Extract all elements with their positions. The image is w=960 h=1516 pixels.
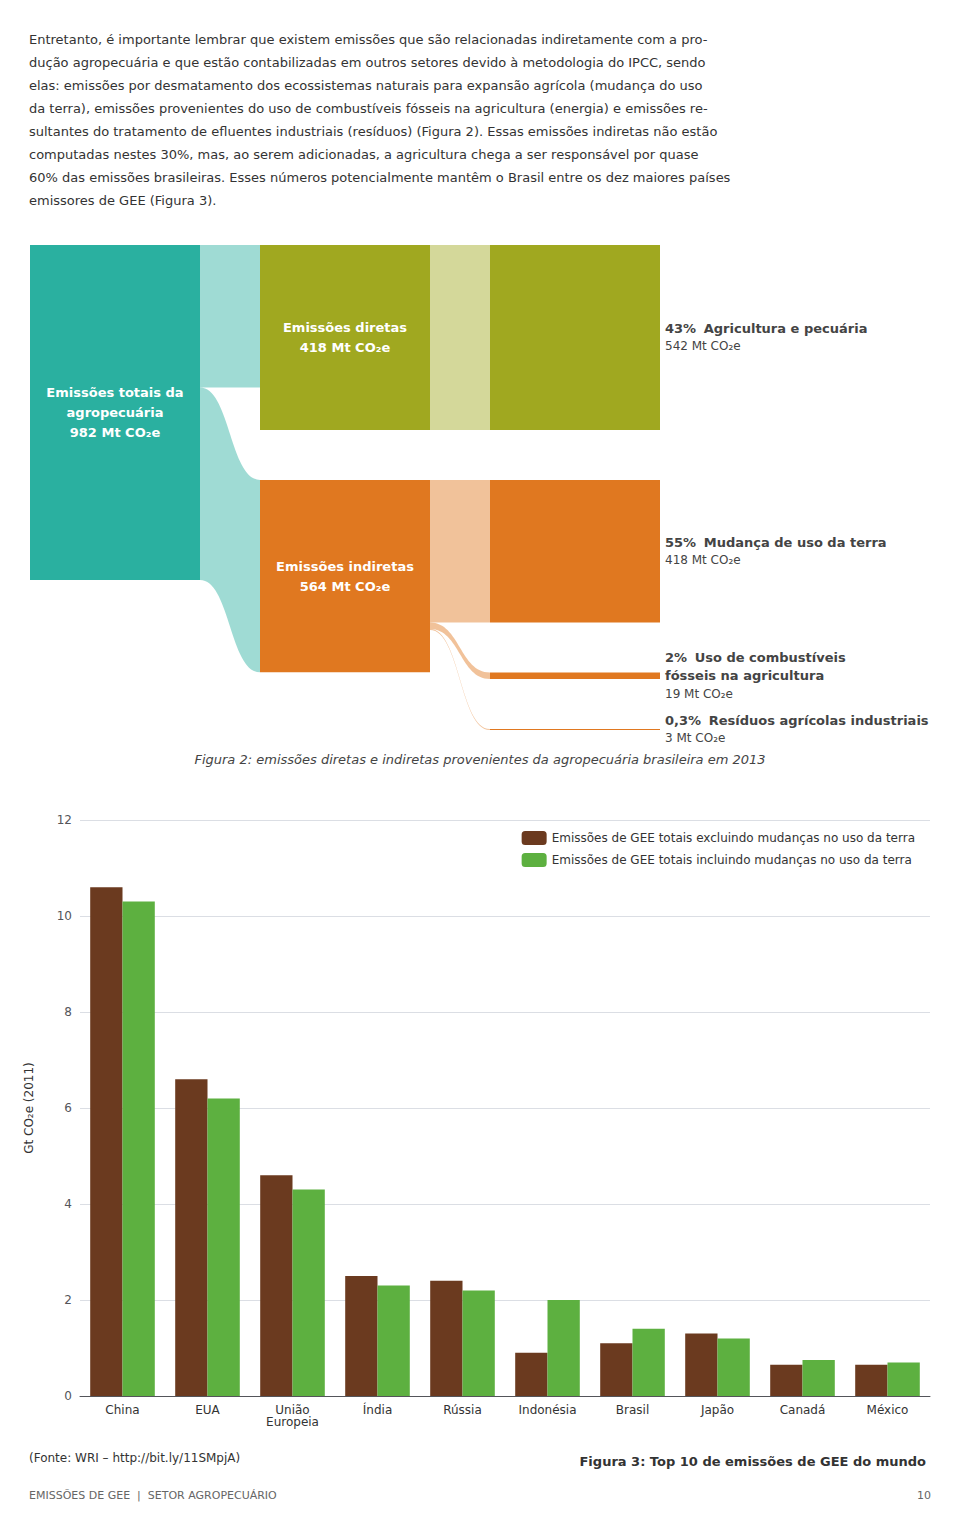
svg-text:elas: emissões por desmatament: elas: emissões por desmatamento dos ecos…: [29, 78, 703, 93]
svg-text:Emissões de GEE totais incluin: Emissões de GEE totais incluindo mudança…: [552, 853, 912, 867]
svg-text:564 Mt CO₂e: 564 Mt CO₂e: [300, 579, 391, 594]
svg-text:Índia: Índia: [363, 1402, 392, 1417]
svg-text:Entretanto, é importante lembr: Entretanto, é importante lembrar que exi…: [29, 32, 708, 47]
svg-text:dução agropecuária e que estão: dução agropecuária e que estão contabili…: [29, 55, 706, 70]
svg-text:12: 12: [57, 813, 72, 827]
svg-text:982 Mt CO₂e: 982 Mt CO₂e: [70, 425, 161, 440]
svg-text:0,3%: 0,3%: [665, 713, 701, 728]
svg-text:4: 4: [64, 1197, 72, 1211]
svg-text:418 Mt CO₂e: 418 Mt CO₂e: [300, 340, 391, 355]
svg-text:3 Mt CO₂e: 3 Mt CO₂e: [665, 731, 725, 745]
svg-text:México: México: [867, 1403, 909, 1417]
svg-text:10: 10: [57, 909, 72, 923]
svg-text:da terra), emissões provenient: da terra), emissões provenientes do uso …: [29, 101, 708, 116]
svg-text:Figura 3: Top 10 de emissões d: Figura 3: Top 10 de emissões de GEE do m…: [579, 1454, 926, 1469]
svg-text:19 Mt CO₂e: 19 Mt CO₂e: [665, 687, 733, 701]
svg-text:União: União: [275, 1403, 310, 1417]
svg-text:10: 10: [917, 1489, 931, 1502]
svg-text:2: 2: [64, 1293, 72, 1307]
svg-text:China: China: [105, 1403, 139, 1417]
svg-text:8: 8: [64, 1005, 72, 1019]
svg-text:2%: 2%: [665, 650, 687, 665]
svg-text:Emissões indiretas: Emissões indiretas: [276, 559, 414, 574]
svg-text:Figura 2: emissões diretas e i: Figura 2: emissões diretas e indiretas p…: [194, 752, 765, 767]
svg-text:Emissões de GEE totais excluin: Emissões de GEE totais excluindo mudança…: [552, 831, 915, 845]
svg-text:Uso de combustíveis: Uso de combustíveis: [695, 650, 846, 665]
svg-text:fósseis na agricultura: fósseis na agricultura: [665, 668, 824, 683]
svg-text:EUA: EUA: [195, 1403, 220, 1417]
svg-text:Rússia: Rússia: [443, 1403, 482, 1417]
svg-text:55%: 55%: [665, 535, 696, 550]
svg-text:Mudança de uso da terra: Mudança de uso da terra: [704, 535, 887, 550]
svg-text:542 Mt CO₂e: 542 Mt CO₂e: [665, 339, 741, 353]
svg-text:Europeia: Europeia: [266, 1415, 319, 1429]
svg-text:Gt CO₂e (2011): Gt CO₂e (2011): [22, 1062, 36, 1154]
svg-text:Indonésia: Indonésia: [518, 1403, 576, 1417]
svg-text:43%: 43%: [665, 321, 696, 336]
svg-text:emissores de GEE (Figura 3).: emissores de GEE (Figura 3).: [29, 193, 216, 208]
svg-text:Emissões diretas: Emissões diretas: [283, 320, 407, 335]
svg-text:sultantes do tratamento de efl: sultantes do tratamento de efluentes ind…: [29, 124, 717, 139]
svg-text:EMISSÕES DE GEE | SETOR AGRO: EMISSÕES DE GEE | SETOR AGROPECUÁRIO: [29, 1489, 277, 1502]
svg-text:Resíduos agrícolas industriais: Resíduos agrícolas industriais: [709, 713, 929, 728]
svg-text:Agricultura e pecuária: Agricultura e pecuária: [704, 321, 868, 336]
svg-text:(Fonte: WRI – http://bit.ly/11: (Fonte: WRI – http://bit.ly/11SMpjA): [29, 1451, 240, 1465]
svg-text:Emissões totais da: Emissões totais da: [46, 385, 183, 400]
svg-text:Japão: Japão: [700, 1403, 734, 1417]
svg-text:418 Mt CO₂e: 418 Mt CO₂e: [665, 553, 741, 567]
svg-text:6: 6: [64, 1101, 72, 1115]
svg-text:computadas nestes 30%, mas, ao: computadas nestes 30%, mas, ao serem adi…: [29, 147, 698, 162]
svg-text:agropecuária: agropecuária: [67, 405, 164, 420]
svg-text:Brasil: Brasil: [616, 1403, 649, 1417]
svg-text:60% das emissões brasileiras.: 60% das emissões brasileiras. Esses núme…: [29, 170, 731, 185]
svg-text:0: 0: [64, 1389, 72, 1403]
svg-text:Canadá: Canadá: [780, 1403, 826, 1417]
